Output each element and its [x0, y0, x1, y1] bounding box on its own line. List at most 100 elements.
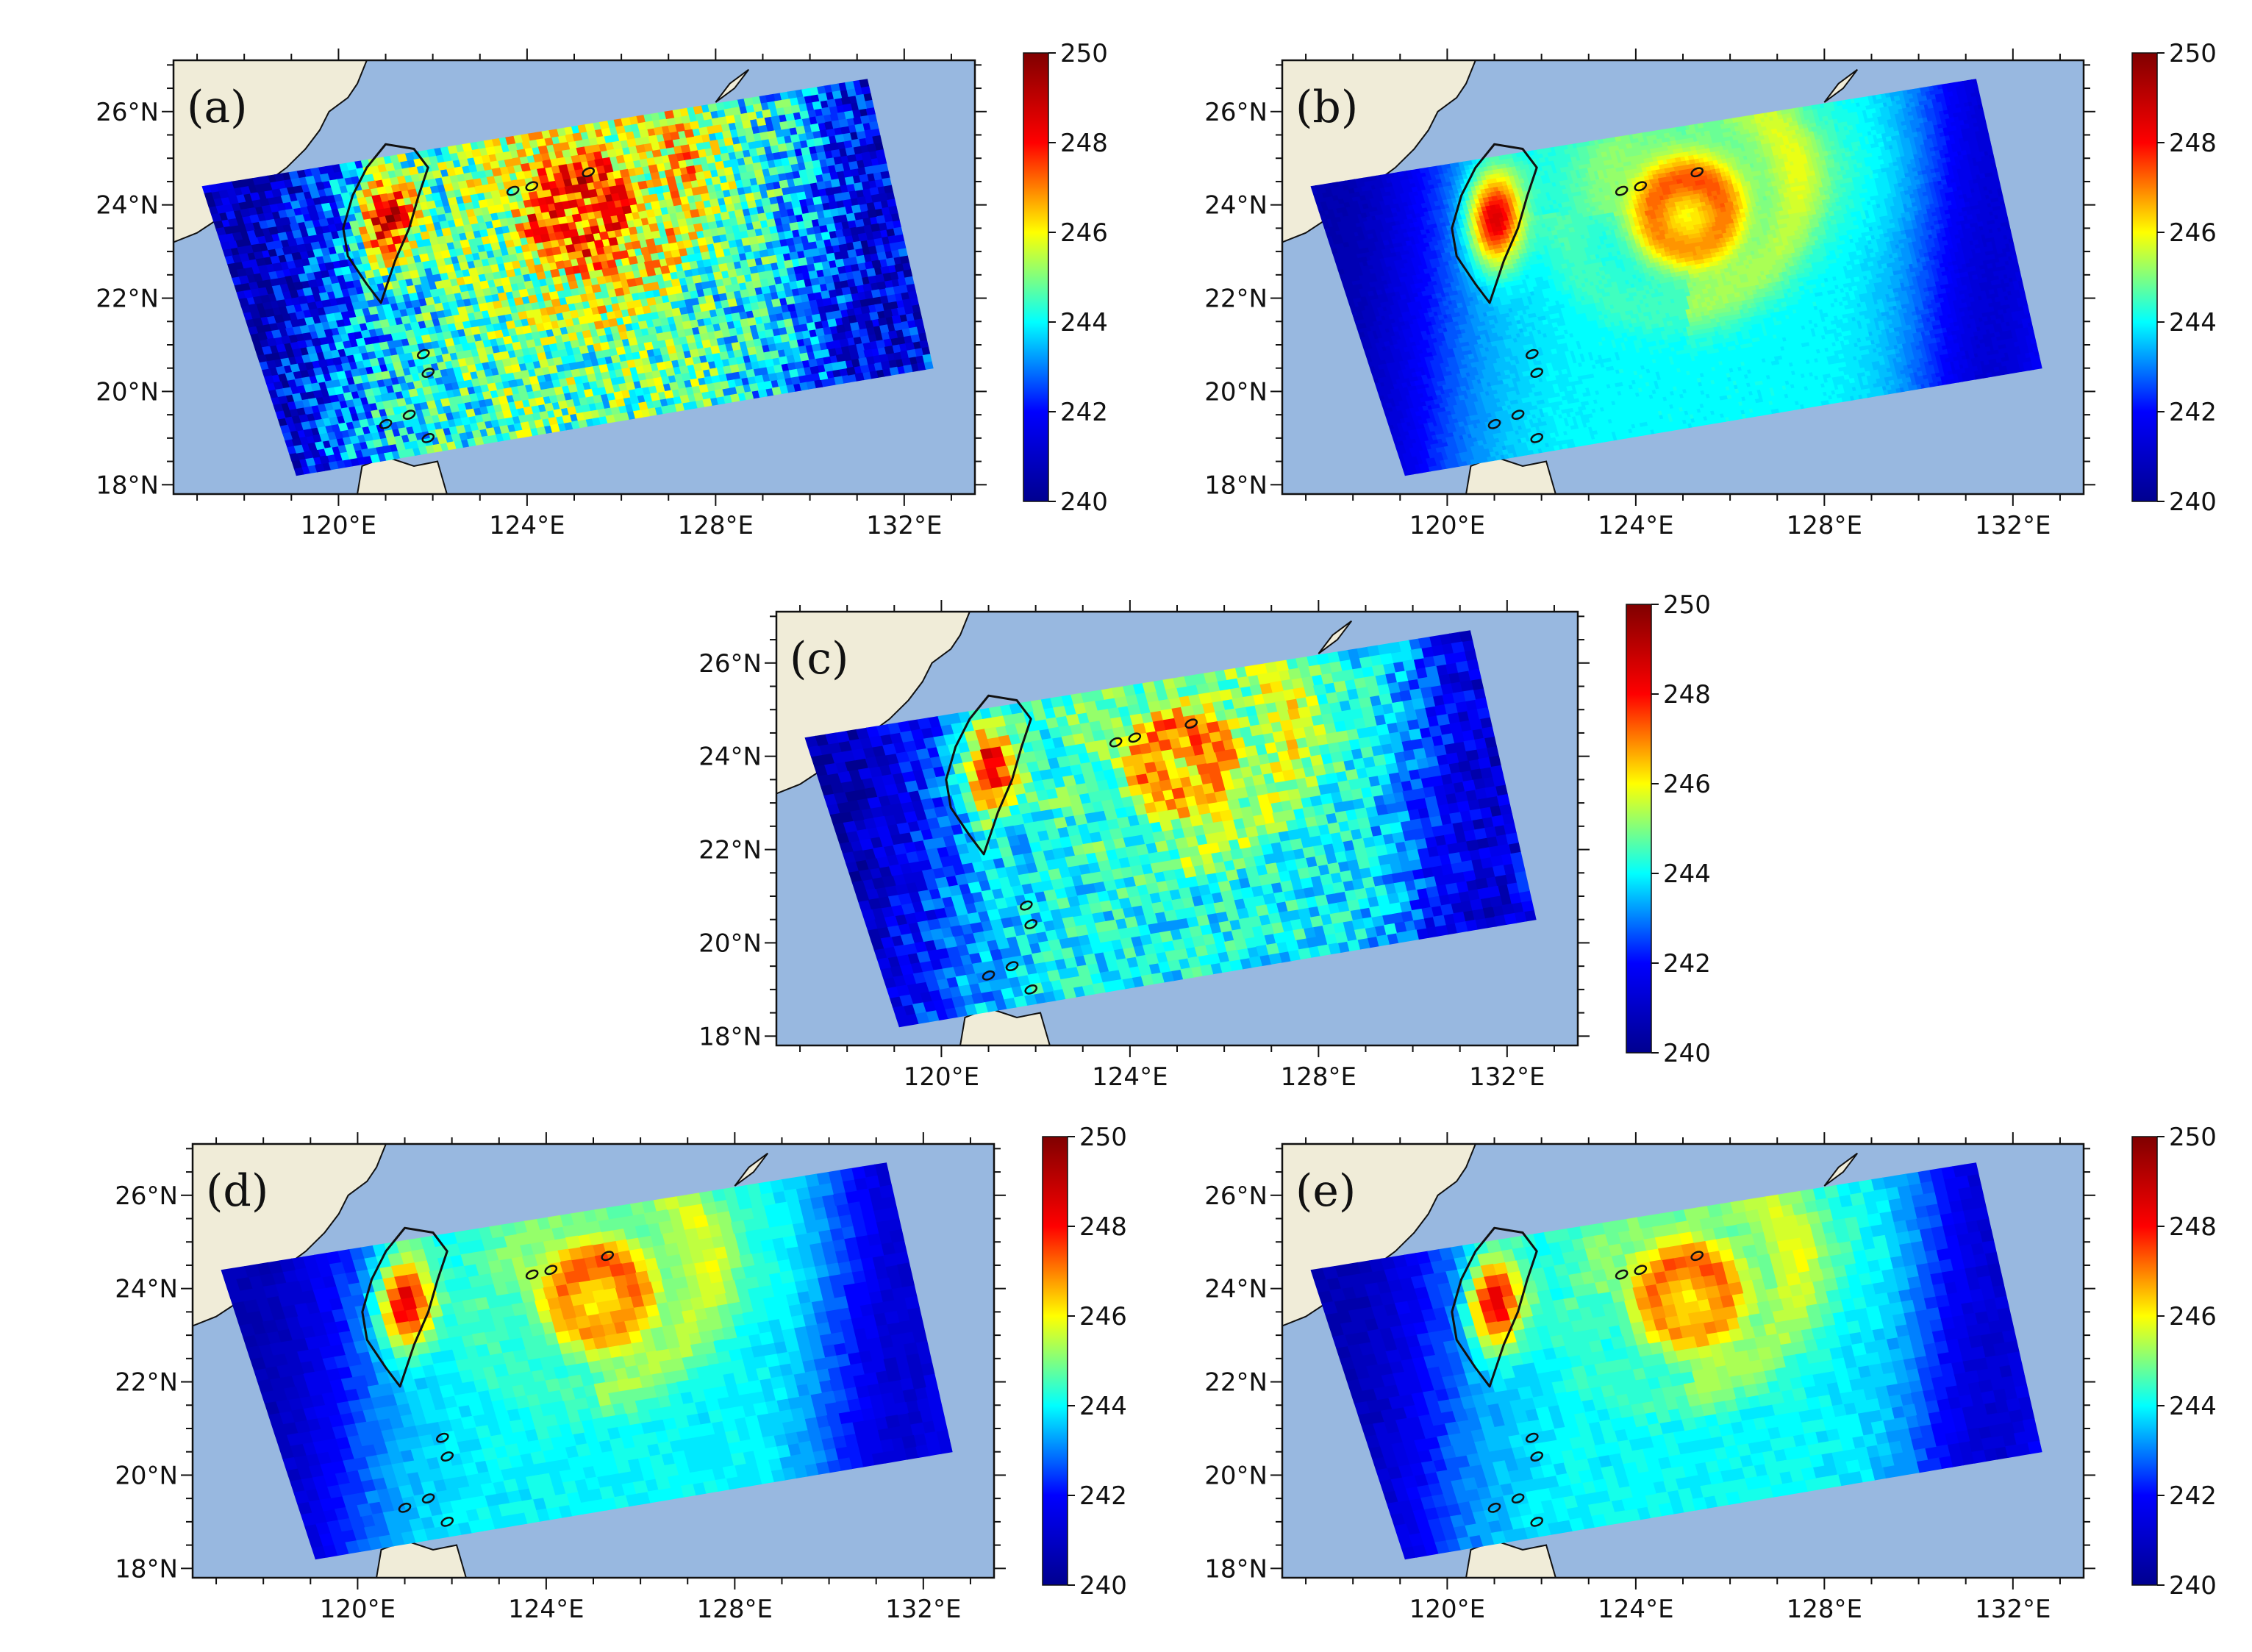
- lon-tick-label: 128°E: [678, 511, 754, 540]
- lon-tick-label: 128°E: [1281, 1062, 1356, 1092]
- map-panel-b: 120°E 124°E 128°E 132°E 18°N 20°N 22°N 24°N 26°N…: [1204, 39, 2217, 540]
- swath-data: [1310, 1162, 2042, 1560]
- lon-tick-label: 124°E: [1598, 1595, 1673, 1624]
- taiwan-coastline: [1451, 143, 1538, 304]
- lat-tick-label: 26°N: [96, 98, 159, 127]
- colorbar-tick-label: 246: [1060, 218, 1108, 248]
- map-panel-d: 120°E 124°E 128°E 132°E 18°N 20°N 22°N 24°N 26°N…: [115, 1123, 1127, 1624]
- island-outline: [1690, 1251, 1704, 1262]
- colorbar: 240 242 244 246 248 250: [2131, 39, 2217, 517]
- island-outline: [1487, 1502, 1501, 1513]
- panel-label: (a): [187, 82, 248, 133]
- lat-tick-label: 18°N: [1204, 1554, 1268, 1584]
- lat-tick-label: 20°N: [1204, 1461, 1268, 1490]
- map-panel-a: 120°E 124°E 128°E 132°E 18°N 20°N 22°N 24°N 26°N…: [96, 39, 1108, 540]
- colorbar-gradient: [1626, 604, 1652, 1054]
- okinawa-island: [1823, 1152, 1859, 1187]
- lon-tick-label: 124°E: [1598, 511, 1673, 540]
- panel-label: (b): [1295, 82, 1358, 133]
- lon-tick-label: 120°E: [904, 1062, 979, 1092]
- okinawa-island: [715, 68, 750, 103]
- lat-tick-label: 26°N: [698, 649, 762, 679]
- island-outline: [402, 410, 416, 421]
- colorbar-gradient: [2131, 1136, 2158, 1586]
- island-outline: [582, 167, 596, 178]
- swath-data: [221, 1162, 953, 1560]
- island-outline: [982, 970, 995, 981]
- island-outline: [1530, 1516, 1544, 1527]
- colorbar: 240 242 244 246 248 250: [2131, 1123, 2217, 1601]
- island-outline: [379, 418, 393, 429]
- lat-tick-label: 22°N: [1204, 1368, 1268, 1398]
- island-outline: [1634, 181, 1648, 192]
- island-outline: [417, 348, 430, 360]
- colorbar-gradient: [1042, 1136, 1068, 1586]
- lon-tick-label: 124°E: [508, 1595, 584, 1624]
- swath-data: [804, 630, 1537, 1028]
- colorbar-tick-label: 240: [1060, 487, 1108, 517]
- island-outline: [1024, 984, 1038, 995]
- luzon-land: [1465, 1540, 1556, 1578]
- colorbar-tick-label: 244: [2169, 1392, 2217, 1421]
- lon-tick-label: 132°E: [1469, 1062, 1545, 1092]
- lat-tick-label: 18°N: [96, 471, 159, 500]
- colorbar: 240 242 244 246 248 250: [1023, 39, 1108, 517]
- lat-tick-label: 18°N: [115, 1554, 178, 1584]
- colorbar-tick-label: 242: [1663, 949, 1711, 979]
- colorbar-tick-label: 248: [1079, 1212, 1127, 1242]
- colorbar-tick-label: 244: [2169, 308, 2217, 337]
- colorbar: 240 242 244 246 248 250: [1626, 590, 1711, 1068]
- lon-tick-label: 124°E: [489, 511, 565, 540]
- lon-tick-label: 132°E: [1975, 1595, 2051, 1624]
- island-outline: [1615, 1269, 1629, 1280]
- colorbar-tick-label: 242: [2169, 1481, 2217, 1511]
- island-outline: [1184, 718, 1198, 729]
- colorbar-tick-label: 248: [2169, 129, 2217, 158]
- lat-tick-label: 24°N: [1204, 191, 1268, 221]
- island-outline: [544, 1265, 558, 1276]
- lon-tick-label: 128°E: [1787, 1595, 1862, 1624]
- lat-tick-label: 24°N: [1204, 1275, 1268, 1304]
- island-outline: [525, 181, 539, 192]
- colorbar-tick-label: 246: [2169, 218, 2217, 248]
- island-outline: [506, 185, 520, 196]
- island-outline: [1530, 1451, 1544, 1462]
- colorbar-tick-label: 250: [2169, 39, 2217, 68]
- island-outline: [1526, 1432, 1539, 1443]
- luzon-land: [376, 1540, 467, 1578]
- colorbar-tick-label: 250: [1079, 1123, 1127, 1152]
- okinawa-island: [1318, 620, 1353, 654]
- lon-tick-label: 124°E: [1092, 1062, 1168, 1092]
- lon-tick-label: 120°E: [1409, 1595, 1485, 1624]
- lat-tick-label: 24°N: [698, 743, 762, 772]
- lat-tick-label: 22°N: [96, 285, 159, 314]
- colorbar-tick-label: 248: [2169, 1212, 2217, 1242]
- island-outline: [398, 1502, 412, 1513]
- colorbar: 240 242 244 246 248 250: [1042, 1123, 1127, 1601]
- panel-label: (c): [790, 633, 848, 684]
- colorbar-tick-label: 246: [1079, 1302, 1127, 1331]
- island-outline: [525, 1269, 539, 1280]
- taiwan-coastline: [342, 143, 429, 304]
- island-outline: [1024, 919, 1038, 929]
- island-outline: [1511, 1493, 1525, 1504]
- lon-tick-label: 132°E: [866, 511, 942, 540]
- luzon-land: [357, 456, 448, 494]
- colorbar-tick-label: 248: [1060, 129, 1108, 158]
- lon-tick-label: 128°E: [697, 1595, 773, 1624]
- colorbar-tick-label: 250: [2169, 1123, 2217, 1152]
- island-outline: [1634, 1265, 1648, 1276]
- lon-tick-label: 132°E: [1975, 511, 2051, 540]
- island-outline: [436, 1432, 449, 1443]
- lat-tick-label: 26°N: [1204, 1181, 1268, 1211]
- lat-tick-label: 22°N: [1204, 285, 1268, 314]
- lon-tick-label: 120°E: [1409, 511, 1485, 540]
- panel-label: (e): [1295, 1165, 1356, 1217]
- swath-data: [201, 79, 934, 476]
- island-outline: [421, 368, 435, 378]
- luzon-land: [1465, 456, 1556, 494]
- colorbar-tick-label: 240: [2169, 1571, 2217, 1601]
- lat-tick-label: 24°N: [96, 191, 159, 221]
- lat-tick-label: 26°N: [115, 1181, 178, 1211]
